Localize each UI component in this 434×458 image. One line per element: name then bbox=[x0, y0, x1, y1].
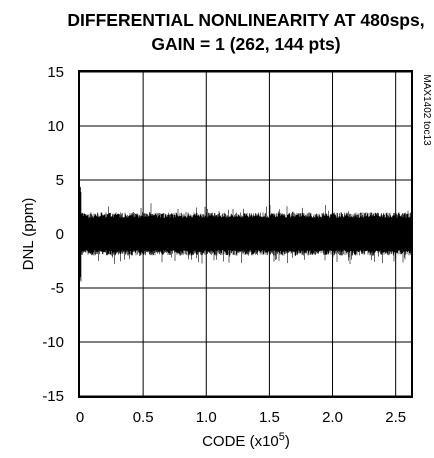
figure-code: MAX1402 toc13 bbox=[421, 74, 432, 146]
y-tick-label: -10 bbox=[42, 334, 64, 351]
x-tick-label: 2.0 bbox=[322, 409, 343, 426]
dnl-series bbox=[79, 186, 412, 282]
y-tick-label: -15 bbox=[42, 388, 64, 405]
dnl-series-trace bbox=[79, 186, 412, 282]
x-tick-label: 2.5 bbox=[385, 409, 406, 426]
x-tick-label: 1.5 bbox=[259, 409, 280, 426]
x-tick-label: 1.0 bbox=[196, 409, 217, 426]
y-axis-ticks: 15 10 5 0 -5 -10 -15 bbox=[42, 64, 64, 405]
x-tick-label: 0.5 bbox=[133, 409, 154, 426]
y-tick-label: 10 bbox=[47, 118, 64, 135]
y-tick-label: 5 bbox=[56, 172, 64, 189]
y-tick-label: 0 bbox=[56, 226, 64, 243]
x-axis-label-exponent: 5 bbox=[279, 431, 285, 443]
x-axis-ticks: 0 0.5 1.0 1.5 2.0 2.5 bbox=[76, 409, 406, 426]
x-axis-label: CODE (x105) bbox=[202, 431, 290, 450]
plot-frame bbox=[78, 70, 413, 398]
x-axis-label-main: CODE (x10 bbox=[202, 433, 279, 450]
chart-title-line2: GAIN = 1 (262, 144 pts) bbox=[151, 34, 340, 54]
y-axis-label: DNL (ppm) bbox=[20, 198, 37, 271]
chart-title-line1: DIFFERENTIAL NONLINEARITY AT 480sps, bbox=[67, 10, 424, 30]
y-tick-label: -5 bbox=[51, 280, 64, 297]
x-tick-label: 0 bbox=[76, 409, 84, 426]
y-tick-label: 15 bbox=[47, 64, 64, 81]
x-axis-label-end: ) bbox=[285, 433, 290, 450]
